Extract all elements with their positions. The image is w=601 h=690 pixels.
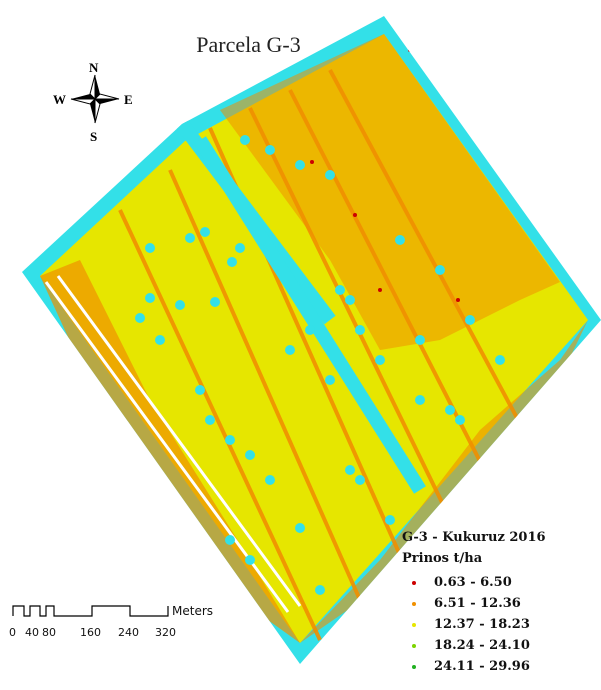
legend-title: G-3 - Kukuruz 2016 — [402, 530, 546, 545]
scale-tick-160: 160 — [80, 626, 101, 639]
legend-label: 12.37 - 18.23 — [434, 617, 530, 632]
scale-unit: Meters — [172, 604, 214, 618]
legend-swatch — [412, 643, 416, 648]
legend-label: 24.11 - 29.96 — [434, 659, 530, 674]
scale-tick-240: 240 — [118, 626, 139, 639]
field-roads — [176, 119, 426, 494]
legend-label: 0.63 - 6.50 — [434, 575, 512, 590]
legend-swatch — [412, 622, 416, 627]
legend-item: 18.24 - 24.10 — [402, 635, 546, 656]
sample-points — [135, 135, 505, 595]
compass-west: W — [53, 92, 66, 107]
compass-east: E — [124, 92, 133, 107]
legend-item: 12.37 - 18.23 — [402, 614, 546, 635]
legend-item: 24.11 - 29.96 — [402, 656, 546, 677]
scale-tick-40: 40 — [25, 626, 39, 639]
legend-subtitle: Prinos t/ha — [402, 551, 483, 566]
yield-zone-low-south — [300, 320, 588, 643]
legend-label: 6.51 - 12.36 — [434, 596, 521, 611]
compass-south: S — [90, 129, 98, 144]
scale-tick-80: 80 — [42, 626, 56, 639]
legend-item: 0.63 - 6.50 — [402, 572, 546, 593]
legend-label: 18.24 - 24.10 — [434, 638, 530, 653]
map-title: Parcela G-3 — [196, 32, 301, 57]
legend-swatch — [412, 580, 416, 585]
low-yield-points — [310, 48, 460, 302]
scale-tick-0: 0 — [9, 626, 16, 639]
scale-bar — [12, 605, 169, 617]
legend: G-3 - Kukuruz 2016 Prinos t/ha 0.63 - 6.… — [402, 530, 546, 677]
legend-item: 6.51 - 12.36 — [402, 593, 546, 614]
compass-rose — [70, 74, 120, 124]
legend-swatch — [412, 601, 416, 606]
scale-tick-320: 320 — [155, 626, 176, 639]
compass-north: N — [89, 60, 99, 75]
yield-zone-low-north — [220, 34, 560, 350]
legend-swatch — [412, 664, 416, 669]
